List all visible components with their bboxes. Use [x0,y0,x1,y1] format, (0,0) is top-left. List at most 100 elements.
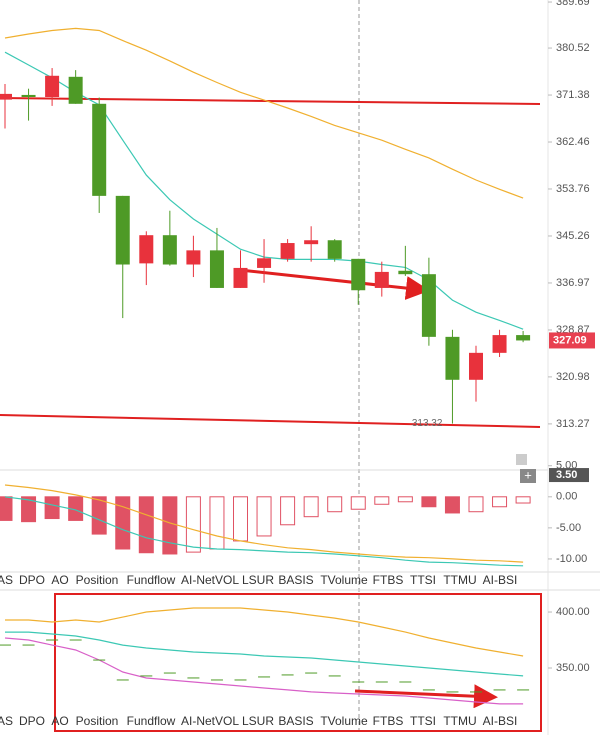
indicator-tab[interactable]: AO [51,714,68,728]
indicator-tab[interactable]: TTMU [443,573,476,587]
indicator-tab[interactable]: TVolume [320,714,368,728]
y-tick-label: 371.38 [556,89,590,101]
indicator-tab[interactable]: DPO [19,573,45,587]
last-price-label: 327.09 [553,334,587,346]
indicator-tab[interactable]: AI-NetVOL [181,714,239,728]
candle-body [469,352,483,380]
histogram-bar [209,496,225,550]
candle-body [21,94,36,98]
value-marker [549,468,589,483]
candle-body [209,250,224,288]
y-tick-label: 320.98 [556,371,590,383]
resize-icon[interactable] [516,454,527,465]
candle-body [492,335,507,353]
y-tick-label: -5.00 [556,522,581,534]
indicator-tab[interactable]: AO [51,573,68,587]
histogram-bar [162,496,178,555]
histogram-bar [21,496,37,523]
histogram-bar [397,496,413,503]
indicator-tab[interactable]: BASIS [278,714,313,728]
histogram-bar [44,496,60,520]
candle-body [139,235,154,264]
value-marker-label: 3.50 [556,469,577,481]
histogram-bar [91,496,107,535]
histogram-bar [280,496,296,526]
add-icon[interactable]: + [524,467,532,482]
histogram-bar [350,496,366,510]
indicator-line [4,484,524,563]
y-tick-label: -10.00 [556,553,587,565]
candle-body [92,103,107,196]
indicator-tab[interactable]: BASIS [278,573,313,587]
histogram-bar [444,496,460,514]
histogram-bar [421,496,437,508]
histogram-bar [327,496,343,513]
drawings [0,97,541,709]
y-tick-label: 313.27 [556,418,590,430]
indicator-tab[interactable]: AS [0,714,13,728]
y-tick-label: 336.97 [556,277,590,289]
arrow [239,268,430,300]
y-tick-label: 353.76 [556,183,590,195]
indicator-tab[interactable]: LSUR [242,573,274,587]
candle-body [0,93,12,100]
indicator-line [4,496,524,567]
y-tick-label: 362.46 [556,136,590,148]
histogram-bar [515,496,531,504]
indicator-tab[interactable]: TTSI [410,714,436,728]
histogram-bar [0,496,13,521]
candle-body [115,195,130,265]
candle-body [233,267,248,288]
indicator-tab[interactable]: AI-BSI [483,573,518,587]
indicator-tab[interactable]: AS [0,573,13,587]
histogram-bar [256,496,272,537]
candle-body [351,258,366,291]
candle-body [45,75,60,98]
histogram-bar [374,496,390,505]
indicator-tab[interactable]: DPO [19,714,45,728]
indicator-line [5,607,524,657]
candle-body [280,243,295,259]
indicator-tab[interactable]: TVolume [320,573,368,587]
y-tick-label: 389.69 [556,0,590,8]
indicator-tab[interactable]: TTMU [443,714,476,728]
indicator-tab[interactable]: FTBS [373,714,404,728]
low-label: 313.32 [412,418,443,429]
histogram-bar [115,496,131,550]
y-tick-label: 345.26 [556,230,590,242]
add-button[interactable] [520,469,536,483]
histogram-bar [468,496,484,513]
candle-body [516,335,531,341]
y-tick-label: 0.00 [556,491,577,503]
indicator-line [4,637,524,705]
indicator-tab[interactable]: LSUR [242,714,274,728]
histogram-bar [233,496,248,542]
indicator-tab[interactable]: AI-NetVOL [181,573,239,587]
indicator-tab[interactable]: TTSI [410,573,436,587]
y-tick-label: 380.52 [556,42,590,54]
candle-body [327,240,342,259]
histogram-bar [138,496,154,554]
candle-body [257,258,272,268]
indicator-tab[interactable]: Fundflow [127,714,176,728]
candle-body [374,271,389,288]
indicator-tab[interactable]: Position [76,573,119,587]
indicator-tab[interactable]: Position [76,714,119,728]
indicator-tab[interactable]: AI-BSI [483,714,518,728]
indicator-tab[interactable]: FTBS [373,573,404,587]
histogram-bar [303,496,319,518]
candle-body [421,274,436,337]
trend-line [0,97,541,105]
histogram-bar [185,496,201,553]
last-price-box [549,332,595,349]
indicator-tab[interactable]: Fundflow [127,573,176,587]
histogram-bar [492,496,508,508]
indicator-line [4,27,524,199]
y-tick-label: 350.00 [556,662,590,674]
candle-body [186,250,201,265]
candle-body [445,336,460,380]
arrow [354,684,498,709]
candle-body [304,240,319,245]
